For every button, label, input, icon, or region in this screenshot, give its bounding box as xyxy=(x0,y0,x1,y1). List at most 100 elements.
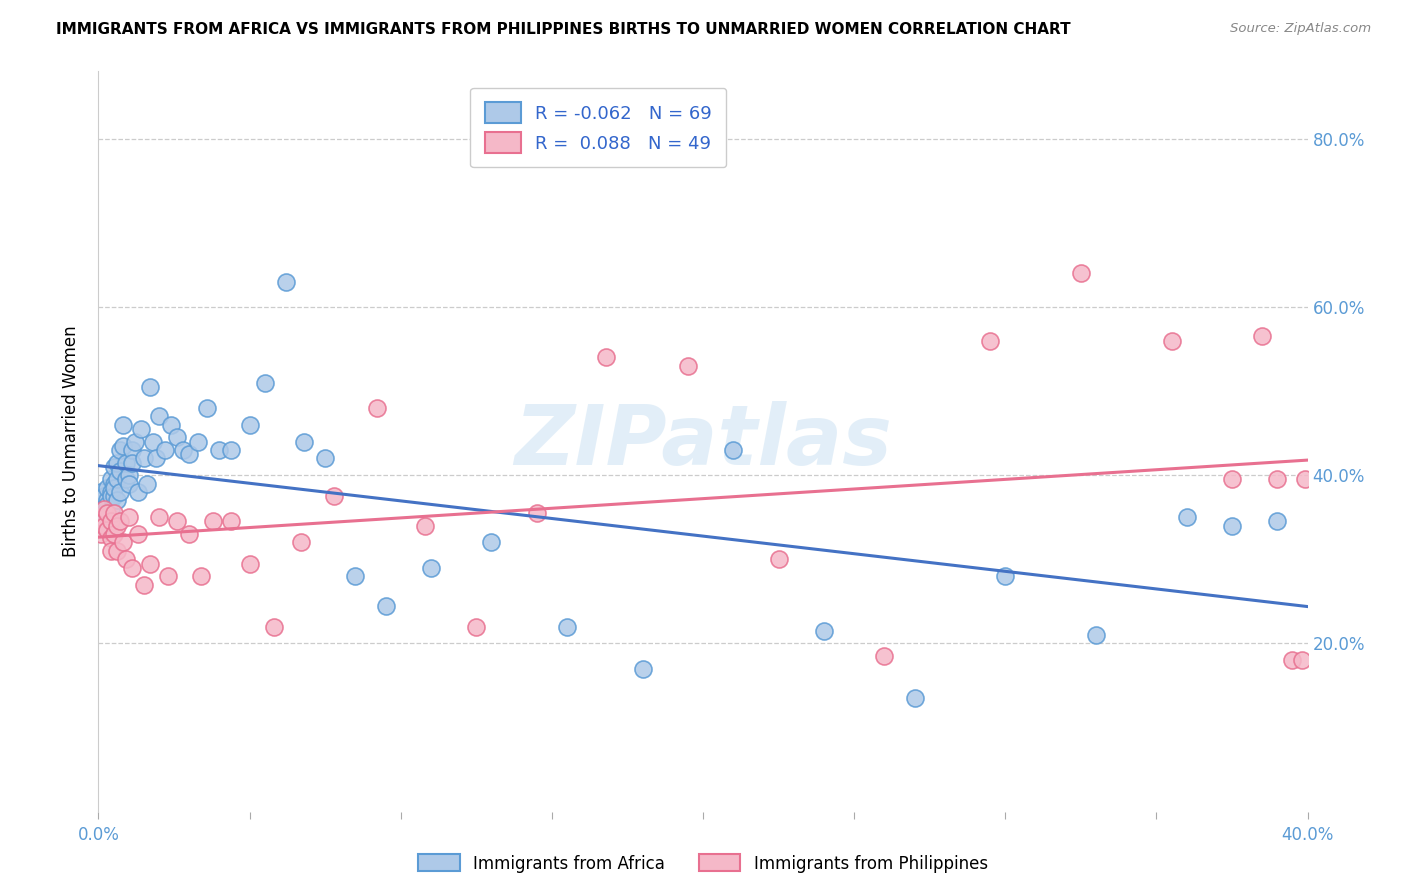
Point xyxy=(481,535,503,549)
Point xyxy=(105,456,128,470)
Point xyxy=(114,456,136,470)
Point xyxy=(96,493,118,508)
Legend: R = -0.062   N = 69, R =  0.088   N = 49: R = -0.062 N = 69, R = 0.088 N = 49 xyxy=(470,87,727,168)
Point xyxy=(108,464,131,478)
Point xyxy=(366,401,388,415)
Point xyxy=(124,434,146,449)
Point xyxy=(166,430,188,444)
Point xyxy=(93,489,115,503)
Point xyxy=(160,417,183,432)
Point xyxy=(1267,515,1289,529)
Point xyxy=(344,569,367,583)
Point xyxy=(221,515,243,529)
Point xyxy=(96,523,118,537)
Point xyxy=(93,515,115,529)
Point xyxy=(187,434,209,449)
Point xyxy=(290,535,312,549)
Point xyxy=(96,506,118,520)
Point xyxy=(148,409,170,424)
Point xyxy=(132,577,155,591)
Point xyxy=(121,456,143,470)
Point xyxy=(118,510,141,524)
Point xyxy=(723,442,745,457)
Point xyxy=(105,472,128,486)
Point xyxy=(1175,510,1198,524)
Point xyxy=(465,619,488,633)
Point xyxy=(93,501,115,516)
Point xyxy=(93,518,115,533)
Text: IMMIGRANTS FROM AFRICA VS IMMIGRANTS FROM PHILIPPINES BIRTHS TO UNMARRIED WOMEN : IMMIGRANTS FROM AFRICA VS IMMIGRANTS FRO… xyxy=(56,22,1071,37)
Point xyxy=(1281,653,1303,667)
Point xyxy=(374,599,396,613)
Point xyxy=(103,489,125,503)
Point xyxy=(239,557,262,571)
Text: Source: ZipAtlas.com: Source: ZipAtlas.com xyxy=(1230,22,1371,36)
Point xyxy=(1267,472,1289,486)
Point xyxy=(420,560,443,574)
Point xyxy=(631,662,654,676)
Point xyxy=(148,510,170,524)
Point xyxy=(100,489,122,503)
Point xyxy=(239,417,262,432)
Point xyxy=(413,518,436,533)
Text: ZIPatlas: ZIPatlas xyxy=(515,401,891,482)
Point xyxy=(114,472,136,486)
Point xyxy=(1085,628,1108,642)
Point xyxy=(111,535,134,549)
Point xyxy=(195,401,218,415)
Point xyxy=(108,442,131,457)
Point xyxy=(139,557,162,571)
Point xyxy=(108,485,131,500)
Point xyxy=(1160,334,1182,348)
Point xyxy=(768,552,790,566)
Legend: Immigrants from Africa, Immigrants from Philippines: Immigrants from Africa, Immigrants from … xyxy=(412,847,994,880)
Point xyxy=(96,498,118,512)
Point xyxy=(1294,472,1316,486)
Point xyxy=(526,506,548,520)
Point xyxy=(127,485,149,500)
Point xyxy=(111,439,134,453)
Point xyxy=(90,493,112,508)
Point xyxy=(813,624,835,638)
Point xyxy=(100,472,122,486)
Point xyxy=(179,447,201,461)
Point xyxy=(100,485,122,500)
Point xyxy=(118,476,141,491)
Point xyxy=(676,359,699,373)
Point xyxy=(103,476,125,491)
Point xyxy=(103,506,125,520)
Point xyxy=(111,417,134,432)
Point xyxy=(179,527,201,541)
Point xyxy=(1291,653,1313,667)
Point xyxy=(139,380,162,394)
Y-axis label: Births to Unmarried Women: Births to Unmarried Women xyxy=(62,326,80,558)
Point xyxy=(1220,472,1243,486)
Point xyxy=(103,459,125,474)
Point xyxy=(1220,518,1243,533)
Point xyxy=(156,569,179,583)
Point xyxy=(121,560,143,574)
Point xyxy=(100,544,122,558)
Point xyxy=(142,434,165,449)
Point xyxy=(153,442,176,457)
Point xyxy=(118,468,141,483)
Point xyxy=(103,481,125,495)
Point xyxy=(145,451,167,466)
Point xyxy=(127,527,149,541)
Point xyxy=(93,501,115,516)
Point xyxy=(994,569,1017,583)
Point xyxy=(595,351,617,365)
Point xyxy=(135,476,157,491)
Point xyxy=(202,515,225,529)
Point xyxy=(221,442,243,457)
Point xyxy=(263,619,285,633)
Point xyxy=(208,442,231,457)
Point xyxy=(103,527,125,541)
Point xyxy=(90,501,112,516)
Point xyxy=(100,531,122,545)
Point xyxy=(873,649,896,664)
Point xyxy=(1251,329,1274,343)
Point xyxy=(90,527,112,541)
Point xyxy=(105,493,128,508)
Point xyxy=(166,515,188,529)
